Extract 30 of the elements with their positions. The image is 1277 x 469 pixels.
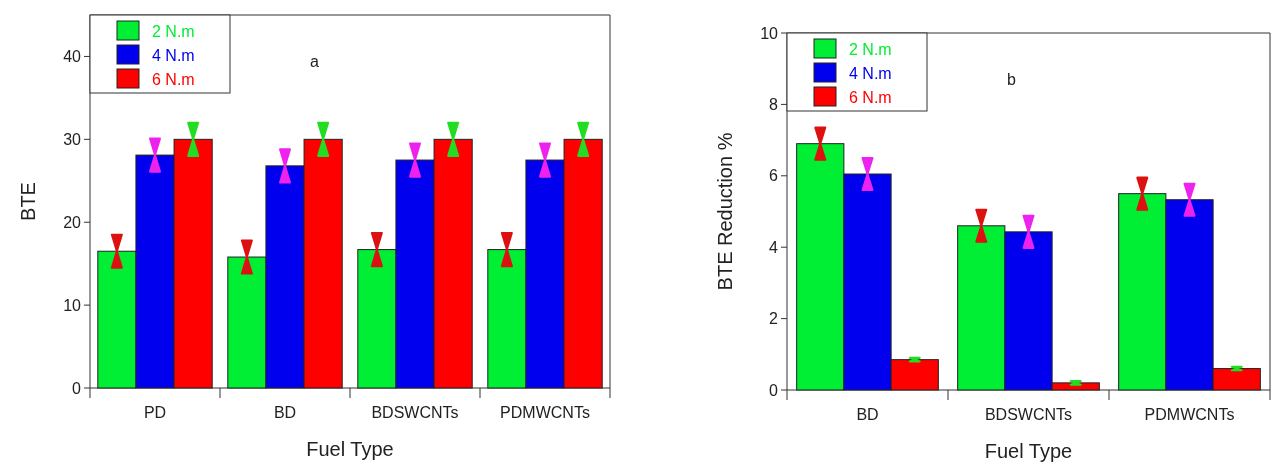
x-tick-label: BD bbox=[273, 404, 297, 421]
x-tick-label: BD bbox=[856, 406, 879, 423]
y-axis-title: BTE Reduction % bbox=[714, 132, 736, 291]
legend-label: 4 N.m bbox=[849, 64, 892, 82]
x-axis-title: Fuel Type bbox=[984, 440, 1073, 462]
legend-label: 2 N.m bbox=[152, 22, 195, 40]
annotation: a bbox=[310, 53, 319, 70]
legend-label: 6 N.m bbox=[849, 88, 892, 106]
x-tick-label: PD bbox=[143, 404, 167, 421]
x-tick-label: PDMWCNTs bbox=[1144, 406, 1235, 423]
y-tick-label: 0 bbox=[72, 379, 82, 397]
x-tick-label: BDSWCNTs bbox=[984, 406, 1073, 423]
y-tick-label: 10 bbox=[760, 24, 779, 42]
y-tick-label: 4 bbox=[769, 238, 779, 256]
y-axis-title: BTE bbox=[17, 182, 39, 221]
y-tick-label: 8 bbox=[769, 96, 779, 113]
y-tick-label: 2 bbox=[769, 310, 779, 328]
y-tick-label: 20 bbox=[63, 213, 82, 231]
x-tick-label: BDSWCNTs bbox=[371, 404, 459, 421]
annotation: b bbox=[1007, 71, 1016, 88]
legend-label: 2 N.m bbox=[849, 40, 892, 58]
y-tick-label: 10 bbox=[63, 296, 82, 314]
legend-label: 4 N.m bbox=[152, 46, 195, 64]
y-tick-label: 0 bbox=[769, 381, 779, 399]
y-tick-label: 6 bbox=[769, 167, 779, 185]
x-tick-label: PDMWCNTs bbox=[500, 404, 590, 421]
legend-label: 6 N.m bbox=[152, 70, 195, 88]
x-axis-title: Fuel Type bbox=[306, 438, 394, 460]
y-tick-label: 30 bbox=[63, 130, 82, 148]
y-tick-label: 40 bbox=[63, 48, 82, 66]
